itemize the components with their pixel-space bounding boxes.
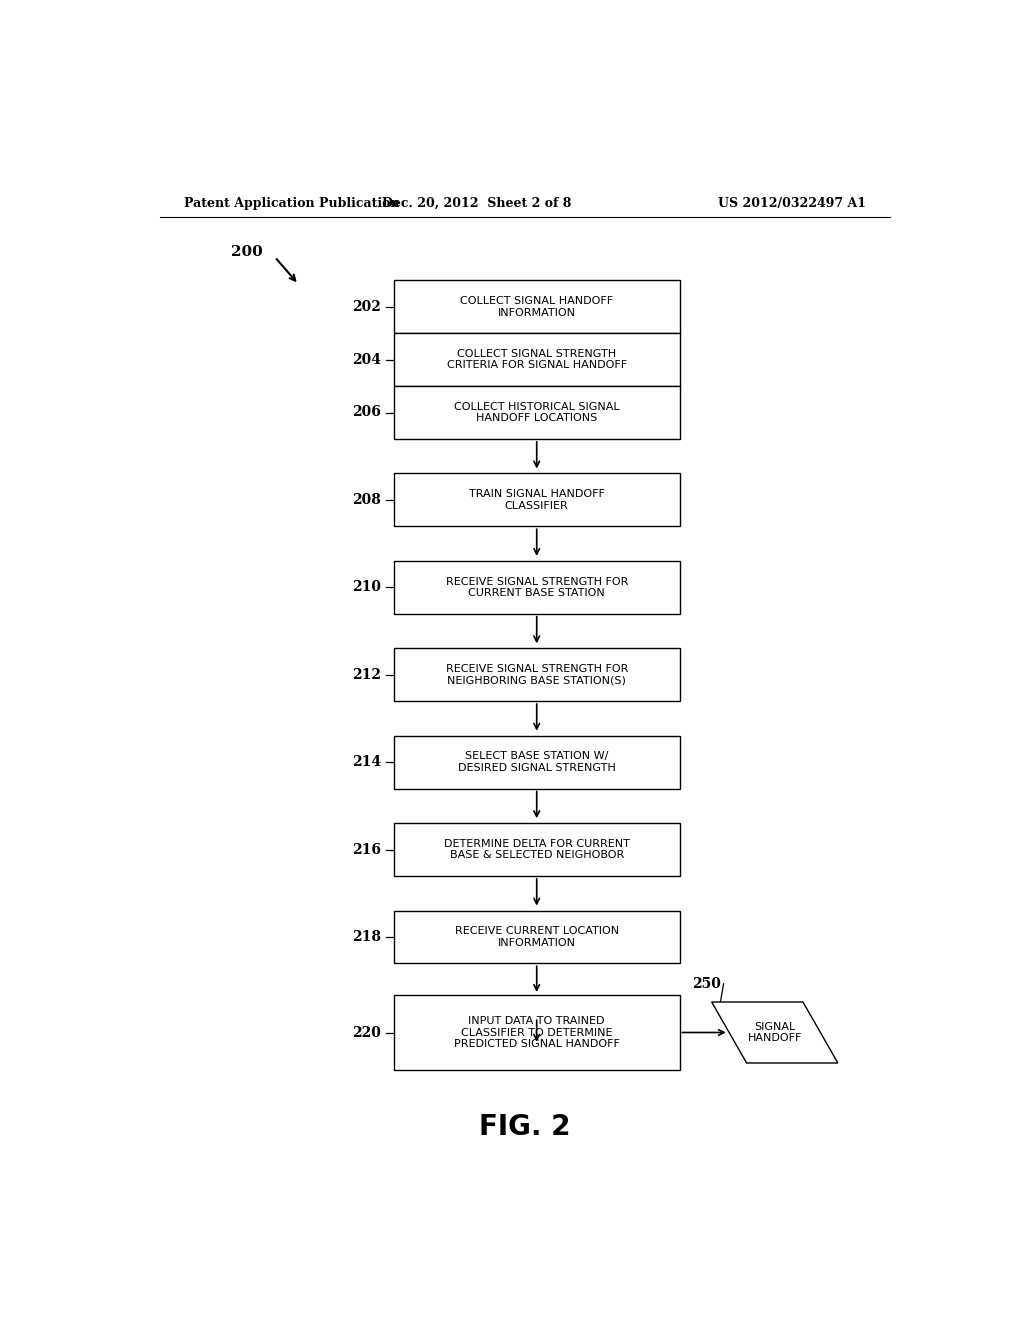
Text: 220: 220 <box>352 1026 381 1040</box>
Text: COLLECT SIGNAL STRENGTH
CRITERIA FOR SIGNAL HANDOFF: COLLECT SIGNAL STRENGTH CRITERIA FOR SIG… <box>446 348 627 371</box>
FancyBboxPatch shape <box>394 735 680 788</box>
Text: 206: 206 <box>352 405 381 420</box>
Text: 210: 210 <box>352 581 381 594</box>
FancyBboxPatch shape <box>394 280 680 333</box>
FancyBboxPatch shape <box>394 648 680 701</box>
Text: DETERMINE DELTA FOR CURRENT
BASE & SELECTED NEIGHOBOR: DETERMINE DELTA FOR CURRENT BASE & SELEC… <box>443 838 630 861</box>
FancyBboxPatch shape <box>394 474 680 527</box>
Text: RECEIVE SIGNAL STRENGTH FOR
NEIGHBORING BASE STATION(S): RECEIVE SIGNAL STRENGTH FOR NEIGHBORING … <box>445 664 628 685</box>
FancyBboxPatch shape <box>394 995 680 1071</box>
Polygon shape <box>712 1002 838 1063</box>
FancyBboxPatch shape <box>394 333 680 385</box>
Text: Dec. 20, 2012  Sheet 2 of 8: Dec. 20, 2012 Sheet 2 of 8 <box>383 197 571 210</box>
Text: 214: 214 <box>352 755 381 770</box>
Text: COLLECT HISTORICAL SIGNAL
HANDOFF LOCATIONS: COLLECT HISTORICAL SIGNAL HANDOFF LOCATI… <box>454 401 620 424</box>
Text: Patent Application Publication: Patent Application Publication <box>183 197 399 210</box>
FancyBboxPatch shape <box>394 561 680 614</box>
Text: 218: 218 <box>352 931 381 944</box>
Text: RECEIVE CURRENT LOCATION
INFORMATION: RECEIVE CURRENT LOCATION INFORMATION <box>455 927 618 948</box>
Text: TRAIN SIGNAL HANDOFF
CLASSIFIER: TRAIN SIGNAL HANDOFF CLASSIFIER <box>469 490 604 511</box>
Text: FIG. 2: FIG. 2 <box>479 1113 570 1140</box>
Text: 216: 216 <box>352 842 381 857</box>
Text: US 2012/0322497 A1: US 2012/0322497 A1 <box>718 197 866 210</box>
Text: 208: 208 <box>352 492 381 507</box>
Text: SIGNAL
HANDOFF: SIGNAL HANDOFF <box>748 1022 802 1043</box>
FancyBboxPatch shape <box>394 824 680 876</box>
Text: 212: 212 <box>352 668 381 681</box>
Text: 202: 202 <box>352 300 381 314</box>
Text: 204: 204 <box>352 352 381 367</box>
FancyBboxPatch shape <box>394 385 680 440</box>
Text: 200: 200 <box>231 246 263 259</box>
Text: INPUT DATA TO TRAINED
CLASSIFIER TO DETERMINE
PREDICTED SIGNAL HANDOFF: INPUT DATA TO TRAINED CLASSIFIER TO DETE… <box>454 1016 620 1049</box>
FancyBboxPatch shape <box>394 911 680 964</box>
Text: 250: 250 <box>692 977 721 991</box>
Text: SELECT BASE STATION W/
DESIRED SIGNAL STRENGTH: SELECT BASE STATION W/ DESIRED SIGNAL ST… <box>458 751 615 774</box>
Text: RECEIVE SIGNAL STRENGTH FOR
CURRENT BASE STATION: RECEIVE SIGNAL STRENGTH FOR CURRENT BASE… <box>445 577 628 598</box>
Text: COLLECT SIGNAL HANDOFF
INFORMATION: COLLECT SIGNAL HANDOFF INFORMATION <box>460 296 613 318</box>
